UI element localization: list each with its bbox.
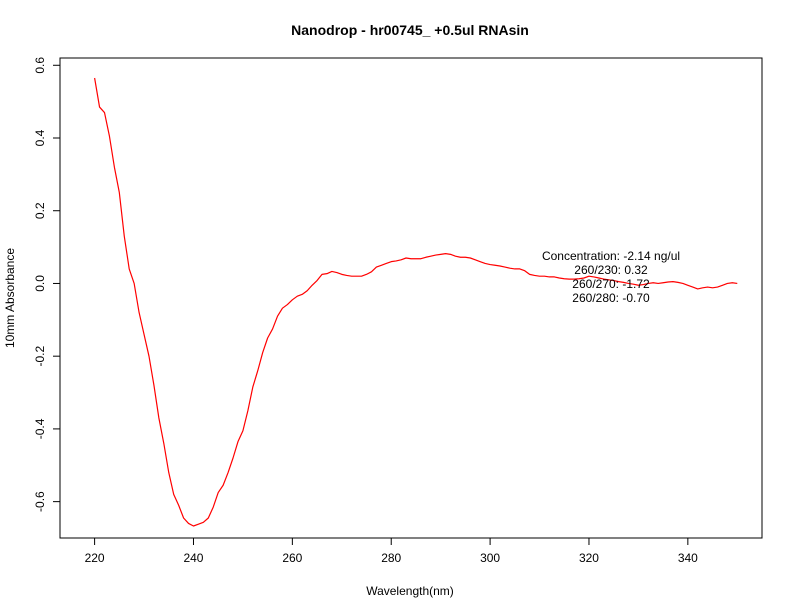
y-tick-label: -0.4 <box>33 418 47 439</box>
annotation-260-230: 260/230: 0.32 <box>574 263 648 277</box>
series-layer <box>94 77 738 527</box>
x-tick-label: 340 <box>678 551 698 565</box>
x-tick-label: 320 <box>579 551 599 565</box>
x-axis-label: Wavelength(nm) <box>366 584 454 598</box>
y-axis: -0.6 -0.4 -0.2 0.0 0.2 0.4 0.6 <box>33 57 61 512</box>
annotation-260-280: 260/280: -0.70 <box>572 291 650 305</box>
annotation-260-270: 260/270: -1.72 <box>572 277 650 291</box>
y-tick-label: -0.6 <box>33 491 47 512</box>
y-tick-label: 0.4 <box>33 129 47 146</box>
x-tick-label: 280 <box>381 551 401 565</box>
x-tick-label: 220 <box>85 551 105 565</box>
x-tick-label: 300 <box>480 551 500 565</box>
y-tick-label: 0.6 <box>33 57 47 74</box>
annotation-concentration: Concentration: -2.14 ng/ul <box>542 249 680 263</box>
chart-title: Nanodrop - hr00745_ +0.5ul RNAsin <box>291 22 529 38</box>
y-tick-label: 0.0 <box>33 275 47 292</box>
x-axis: 220 240 260 280 300 320 340 <box>85 537 698 565</box>
annotation-block: Concentration: -2.14 ng/ul 260/230: 0.32… <box>542 249 680 305</box>
y-tick-label: 0.2 <box>33 202 47 219</box>
x-tick-label: 240 <box>183 551 203 565</box>
y-tick-label: -0.2 <box>33 346 47 367</box>
absorbance-series-line <box>94 77 738 527</box>
y-axis-label: 10mm Absorbance <box>3 248 17 348</box>
x-tick-label: 260 <box>282 551 302 565</box>
